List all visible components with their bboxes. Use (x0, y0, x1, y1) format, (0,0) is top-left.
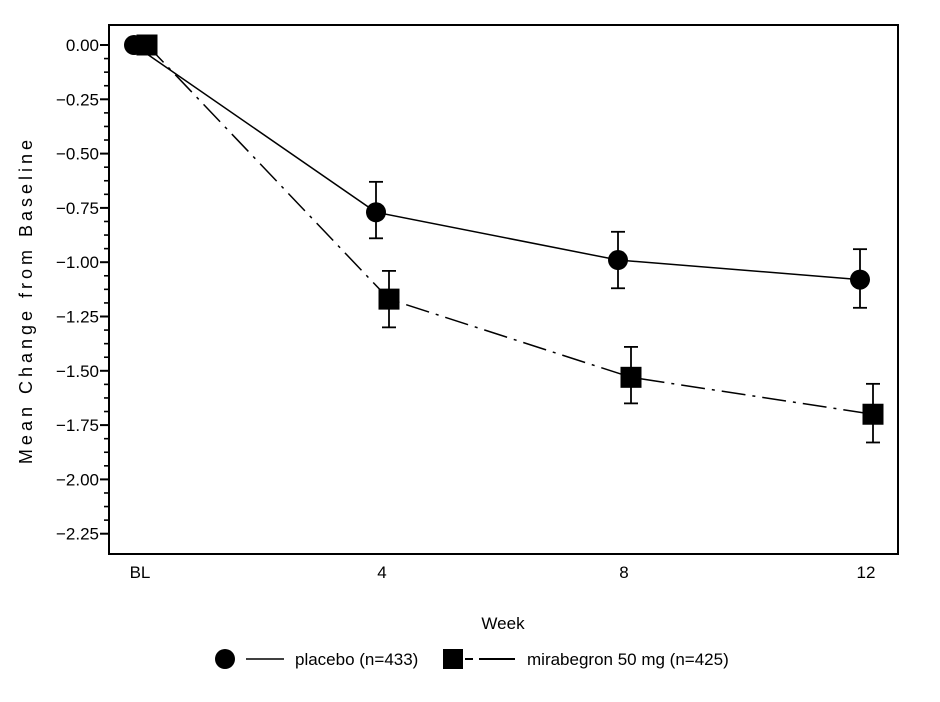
placebo-point-marker (366, 202, 386, 223)
legend-placebo-marker-icon (215, 649, 235, 669)
y-tick-label: −1.25 (56, 308, 99, 327)
legend-mirabegron-label: mirabegron 50 mg (n=425) (527, 650, 729, 669)
legend-mirabegron-marker-icon (443, 649, 463, 669)
x-axis-title: Week (481, 614, 525, 633)
mirabegron-point-marker (378, 288, 400, 310)
mirabegron-point-marker (136, 34, 158, 56)
placebo-point-marker (850, 269, 870, 290)
legend-placebo-label: placebo (n=433) (295, 650, 418, 669)
y-tick-label: −2.00 (56, 470, 99, 489)
mirabegron-point-marker (862, 403, 884, 425)
y-tick-label: −1.50 (56, 362, 99, 381)
y-tick-label: −0.50 (56, 145, 99, 164)
x-tick-label: BL (130, 563, 151, 582)
y-tick-label: −2.25 (56, 525, 99, 544)
placebo-point-marker (608, 250, 628, 271)
placebo-series-line (133, 44, 861, 281)
mirabegron-series-line (146, 44, 874, 415)
y-tick-label: −1.00 (56, 253, 99, 272)
y-axis-title: Mean Change from Baseline (16, 136, 36, 464)
y-tick-label: 0.00 (66, 36, 99, 55)
mirabegron-point-marker (620, 366, 642, 388)
y-tick-label: −0.75 (56, 199, 99, 218)
y-tick-label: −0.25 (56, 90, 99, 109)
x-tick-label: 8 (619, 563, 628, 582)
x-tick-label: 12 (857, 563, 876, 582)
y-tick-label: −1.75 (56, 416, 99, 435)
x-tick-label: 4 (377, 563, 386, 582)
plot-frame (108, 24, 899, 555)
